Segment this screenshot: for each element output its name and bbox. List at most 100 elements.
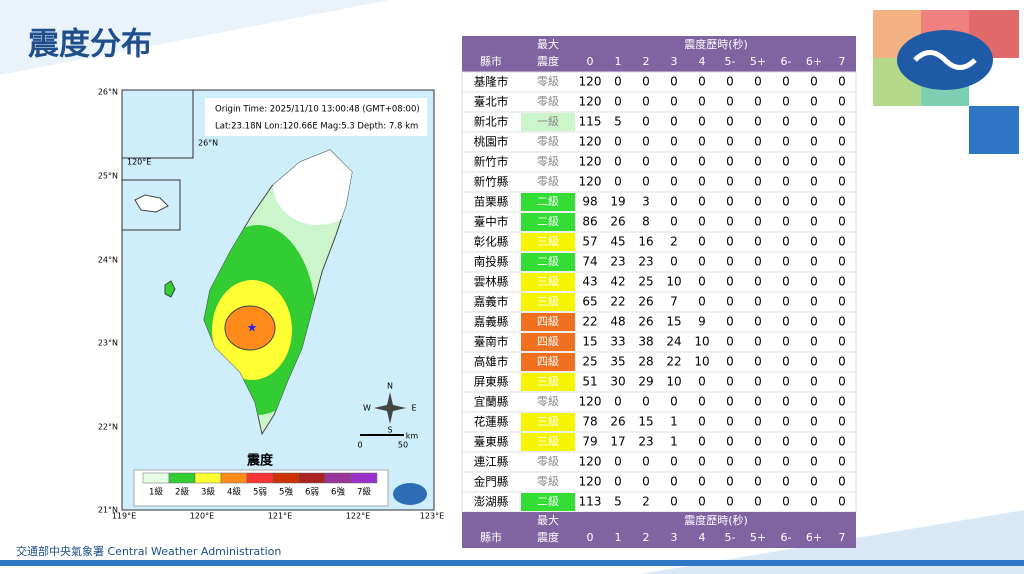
- duration-value: 0: [754, 415, 762, 429]
- duration-value: 7: [670, 295, 678, 309]
- header-column: 2: [643, 55, 650, 68]
- duration-value: 0: [782, 135, 790, 149]
- duration-value: 0: [810, 155, 818, 169]
- duration-value: 5: [614, 495, 622, 509]
- duration-value: 0: [782, 155, 790, 169]
- lon-label: 123°E: [420, 512, 444, 521]
- duration-value: 0: [726, 335, 734, 349]
- county: 彰化縣: [474, 235, 509, 249]
- duration-value: 0: [782, 235, 790, 249]
- legend-swatch: [324, 472, 352, 484]
- duration-value: 38: [638, 335, 653, 349]
- header-column: 6-: [781, 55, 792, 68]
- duration-value: 0: [782, 495, 790, 509]
- duration-value: 0: [698, 195, 706, 209]
- level-cell: [521, 313, 575, 331]
- duration-value: 0: [754, 155, 762, 169]
- legend-swatch: [350, 472, 378, 484]
- compass-label: S: [387, 426, 392, 435]
- duration-value: 0: [698, 135, 706, 149]
- max-level: 三級: [537, 415, 559, 428]
- map-logo: [393, 483, 427, 505]
- level-cell: [521, 233, 575, 251]
- duration-value: 5: [614, 115, 622, 129]
- duration-value: 0: [810, 95, 818, 109]
- duration-value: 0: [754, 475, 762, 489]
- duration-value: 0: [670, 255, 678, 269]
- duration-value: 0: [670, 135, 678, 149]
- duration-value: 0: [642, 455, 650, 469]
- duration-value: 22: [610, 295, 625, 309]
- legend-swatch: [194, 472, 222, 484]
- max-level: 四級: [537, 335, 559, 348]
- duration-value: 0: [698, 95, 706, 109]
- duration-value: 0: [670, 395, 678, 409]
- county: 新北市: [474, 115, 509, 129]
- duration-value: 25: [638, 275, 653, 289]
- duration-value: 9: [698, 315, 706, 329]
- duration-value: 0: [698, 215, 706, 229]
- level-cell: [521, 253, 575, 271]
- duration-value: 0: [698, 275, 706, 289]
- duration-value: 0: [838, 435, 846, 449]
- duration-value: 24: [666, 335, 681, 349]
- header-column: 0: [587, 531, 594, 544]
- footer-line: [0, 560, 1024, 566]
- duration-value: 23: [638, 435, 653, 449]
- duration-value: 0: [726, 275, 734, 289]
- duration-value: 10: [666, 375, 681, 389]
- county: 高雄市: [474, 355, 509, 369]
- duration-value: 0: [754, 255, 762, 269]
- duration-value: 0: [754, 235, 762, 249]
- legend-label: 5強: [279, 487, 293, 498]
- duration-value: 120: [579, 95, 602, 109]
- duration-value: 120: [579, 75, 602, 89]
- map-info: Origin Time: 2025/11/10 13:00:48 (GMT+08…: [215, 105, 420, 115]
- duration-value: 0: [726, 415, 734, 429]
- duration-value: 0: [782, 435, 790, 449]
- duration-value: 98: [582, 195, 597, 209]
- duration-value: 0: [698, 115, 706, 129]
- duration-value: 0: [782, 115, 790, 129]
- level-cell: [521, 473, 575, 491]
- duration-value: 0: [726, 315, 734, 329]
- duration-value: 0: [726, 455, 734, 469]
- duration-value: 15: [666, 315, 681, 329]
- duration-value: 120: [579, 175, 602, 189]
- duration-value: 8: [642, 215, 650, 229]
- duration-value: 0: [698, 235, 706, 249]
- header-column: 5+: [750, 55, 766, 68]
- duration-value: 0: [670, 95, 678, 109]
- duration-value: 3: [642, 195, 650, 209]
- duration-value: 0: [642, 135, 650, 149]
- duration-value: 0: [838, 175, 846, 189]
- level-cell: [521, 133, 575, 151]
- duration-value: 33: [610, 335, 625, 349]
- duration-value: 0: [810, 295, 818, 309]
- county: 臺南市: [474, 335, 509, 349]
- lat-label: 21°N: [98, 506, 118, 515]
- duration-value: 0: [782, 75, 790, 89]
- duration-value: 0: [726, 375, 734, 389]
- county: 新竹市: [474, 155, 509, 169]
- duration-value: 0: [614, 455, 622, 469]
- duration-value: 0: [838, 215, 846, 229]
- duration-value: 23: [638, 255, 653, 269]
- county: 金門縣: [474, 475, 509, 489]
- legend-swatch: [168, 472, 196, 484]
- level-cell: [521, 433, 575, 451]
- header-column: 6+: [806, 531, 822, 544]
- level-cell: [521, 293, 575, 311]
- county: 嘉義市: [474, 295, 509, 309]
- header-column: 7: [839, 531, 846, 544]
- duration-value: 0: [838, 455, 846, 469]
- county: 臺中市: [474, 215, 509, 229]
- duration-value: 22: [582, 315, 597, 329]
- header-max: 震度: [537, 530, 559, 544]
- duration-value: 0: [810, 495, 818, 509]
- duration-value: 0: [754, 295, 762, 309]
- duration-value: 0: [754, 275, 762, 289]
- level-cell: [521, 393, 575, 411]
- duration-value: 22: [666, 355, 681, 369]
